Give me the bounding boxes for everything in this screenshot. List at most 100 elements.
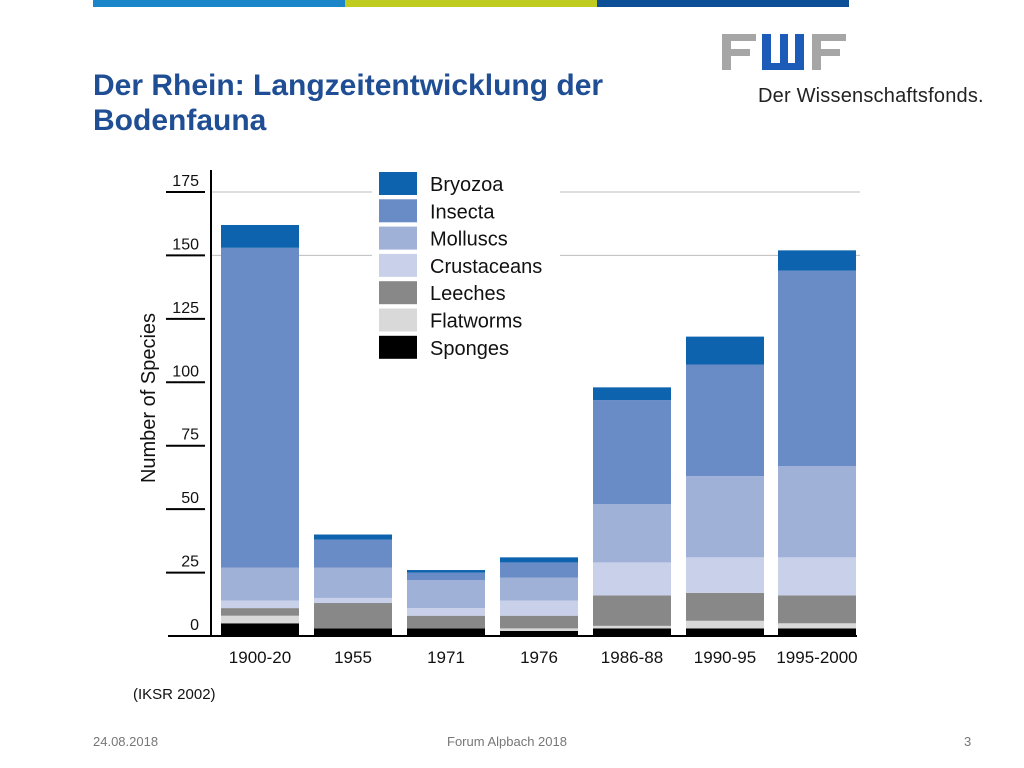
bar-segment-molluscs	[221, 567, 299, 601]
bar-segment-leeches	[314, 603, 392, 629]
bar-segment-bryozoa	[778, 250, 856, 271]
bar-segment-molluscs	[407, 580, 485, 609]
bar-segment-flatworms	[778, 623, 856, 629]
bar-segment-insecta	[500, 562, 578, 578]
bar-segment-crustaceans	[314, 597, 392, 604]
logo-tagline: Der Wissenschaftsfonds.	[758, 85, 984, 107]
bar-stack	[593, 387, 671, 636]
bar-stack	[778, 250, 856, 636]
bar-segment-bryozoa	[593, 387, 671, 401]
fwf-logo: Der Wissenschaftsfonds.	[718, 30, 998, 110]
bar-segment-flatworms	[686, 620, 764, 629]
bar-segment-leeches	[593, 595, 671, 626]
x-tick-label: 1900-20	[229, 648, 291, 667]
legend-swatch-molluscs	[379, 226, 417, 250]
stripe-dark-blue	[597, 0, 849, 7]
y-tick-label: 150	[172, 236, 199, 253]
x-tick-label: 1971	[427, 648, 465, 667]
bar-segment-leeches	[778, 595, 856, 624]
bar-segment-crustaceans	[778, 557, 856, 596]
bar-segment-flatworms	[500, 628, 578, 631]
x-tick-label: 1990-95	[694, 648, 756, 667]
y-tick-label: 0	[190, 617, 199, 634]
legend-swatch-crustaceans	[379, 253, 417, 277]
bar-stack	[407, 570, 485, 636]
y-tick-label: 75	[181, 427, 199, 444]
legend-swatch-insecta	[379, 199, 417, 223]
legend-label: Insecta	[430, 201, 495, 223]
x-tick-label: 1986-88	[601, 648, 663, 667]
legend-swatch-leeches	[379, 281, 417, 305]
y-tick-label: 25	[181, 554, 199, 571]
legend-label: Crustaceans	[430, 256, 542, 278]
legend-label: Bryozoa	[430, 174, 504, 196]
bar-segment-flatworms	[221, 615, 299, 624]
bar-stack	[500, 557, 578, 636]
bar-stack	[314, 534, 392, 636]
y-tick-label: 100	[172, 363, 199, 380]
bar-segment-flatworms	[593, 625, 671, 629]
bar-segment-leeches	[500, 615, 578, 629]
bar-stack	[221, 224, 299, 636]
bar-segment-crustaceans	[593, 562, 671, 596]
bar-segment-molluscs	[314, 567, 392, 598]
stripe-blue	[93, 0, 345, 7]
bar-segment-sponges	[593, 628, 671, 636]
legend-swatch-sponges	[379, 335, 417, 359]
bar-segment-sponges	[686, 628, 764, 636]
x-tick-label: 1976	[520, 648, 558, 667]
bar-segment-leeches	[221, 608, 299, 616]
bar-segment-crustaceans	[686, 557, 764, 593]
footer-date: 24.08.2018	[93, 734, 159, 749]
y-tick-label: 175	[172, 173, 199, 190]
bar-segment-leeches	[686, 592, 764, 621]
bar-segment-sponges	[407, 628, 485, 636]
x-tick-label: 1995-2000	[776, 648, 857, 667]
bar-segment-leeches	[407, 615, 485, 629]
bar-segment-bryozoa	[407, 570, 485, 573]
bar-segment-crustaceans	[407, 608, 485, 616]
bars	[221, 224, 856, 636]
bar-segment-insecta	[593, 400, 671, 505]
bar-segment-bryozoa	[686, 336, 764, 365]
footer-event: Forum Alpbach 2018	[447, 734, 567, 749]
bar-segment-insecta	[407, 572, 485, 581]
bar-segment-crustaceans	[500, 600, 578, 616]
y-tick-label: 50	[181, 490, 199, 507]
stripe-green	[345, 0, 597, 7]
legend-swatch-flatworms	[379, 308, 417, 332]
bar-segment-molluscs	[778, 466, 856, 558]
bar-segment-insecta	[221, 247, 299, 568]
bar-segment-bryozoa	[221, 224, 299, 248]
slide-title: Der Rhein: Langzeitentwicklung der Boden…	[93, 69, 604, 137]
legend-label: Flatworms	[430, 311, 522, 333]
bar-segment-sponges	[500, 630, 578, 636]
bar-segment-molluscs	[686, 476, 764, 558]
bar-segment-insecta	[686, 364, 764, 477]
bar-segment-bryozoa	[314, 534, 392, 540]
legend-label: Leeches	[430, 283, 506, 305]
legend-label: Sponges	[430, 338, 509, 360]
bar-segment-molluscs	[593, 504, 671, 563]
legend-label: Molluscs	[430, 229, 508, 251]
bar-segment-crustaceans	[221, 600, 299, 609]
source-note: (IKSR 2002)	[133, 686, 216, 703]
y-axis-label: Number of Species	[138, 313, 160, 483]
x-tick-labels: 1900-20 1955 1971 1976 1986-88 1990-95 1995-20…	[229, 648, 858, 667]
legend: Bryozoa Insecta Molluscs Crustaceans Leeches…	[372, 168, 560, 364]
fwf-logo-mark	[722, 34, 846, 70]
bar-segment-sponges	[314, 628, 392, 636]
bar-segment-molluscs	[500, 577, 578, 601]
bar-segment-insecta	[778, 270, 856, 467]
footer-page-number: 3	[964, 734, 972, 749]
legend-swatch-bryozoa	[379, 172, 417, 195]
bar-segment-bryozoa	[500, 557, 578, 563]
bar-segment-sponges	[778, 628, 856, 636]
y-tick-label: 125	[172, 300, 199, 317]
top-color-stripes	[93, 0, 849, 7]
bar-segment-insecta	[314, 539, 392, 568]
bar-stack	[686, 336, 764, 636]
x-tick-label: 1955	[334, 648, 372, 667]
bar-segment-sponges	[221, 623, 299, 636]
